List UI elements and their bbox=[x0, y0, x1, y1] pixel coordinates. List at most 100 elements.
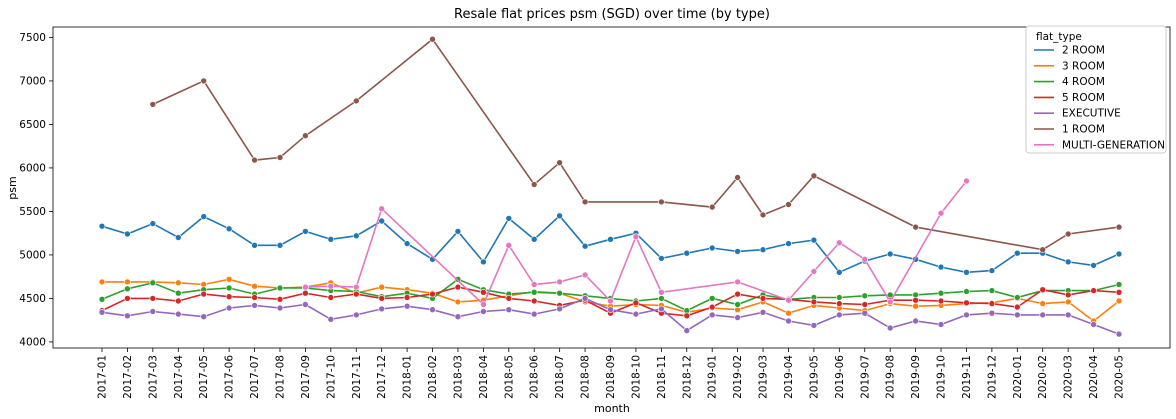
data-point bbox=[505, 242, 513, 249]
data-point bbox=[530, 281, 538, 288]
data-point bbox=[378, 217, 386, 225]
plot-frame bbox=[52, 26, 1171, 349]
legend-label: MULTI-GENERATION bbox=[1062, 139, 1165, 151]
data-point bbox=[1115, 297, 1123, 305]
data-point bbox=[1013, 294, 1021, 301]
data-point bbox=[1090, 262, 1097, 269]
data-point bbox=[963, 177, 970, 185]
data-point bbox=[1039, 300, 1046, 307]
data-point bbox=[708, 295, 716, 302]
data-point bbox=[632, 233, 640, 240]
data-point bbox=[251, 294, 258, 301]
data-point bbox=[225, 225, 233, 233]
legend-box bbox=[1025, 25, 1167, 154]
data-point bbox=[759, 211, 767, 219]
data-point bbox=[937, 289, 945, 297]
data-point bbox=[708, 303, 716, 311]
data-point bbox=[1064, 298, 1072, 306]
data-point bbox=[276, 295, 284, 303]
data-point bbox=[759, 308, 767, 316]
data-point bbox=[556, 289, 563, 297]
x-tick-label: 2018-10 bbox=[630, 355, 642, 399]
legend-label: 4 ROOM bbox=[1062, 76, 1105, 88]
data-point bbox=[225, 293, 233, 301]
data-point bbox=[734, 301, 741, 308]
data-point bbox=[276, 242, 284, 249]
data-point bbox=[734, 248, 741, 255]
data-point bbox=[658, 295, 665, 302]
data-point bbox=[225, 304, 233, 312]
data-point bbox=[530, 288, 538, 296]
data-point bbox=[124, 278, 131, 286]
data-point bbox=[124, 312, 131, 320]
data-point bbox=[632, 310, 640, 318]
data-point bbox=[861, 309, 869, 317]
data-point bbox=[530, 310, 538, 318]
data-point bbox=[327, 315, 335, 323]
data-point bbox=[149, 220, 157, 227]
x-tick-label: 2018-07 bbox=[554, 355, 566, 399]
data-point bbox=[912, 317, 919, 325]
data-point bbox=[200, 77, 207, 85]
x-tick-label: 2018-02 bbox=[427, 355, 439, 399]
data-point bbox=[581, 242, 589, 250]
data-point bbox=[1090, 321, 1097, 328]
data-point bbox=[886, 298, 894, 306]
x-tick-label: 2017-12 bbox=[376, 355, 388, 399]
x-tick-label: 2018-03 bbox=[452, 355, 464, 399]
x-axis-label: month bbox=[594, 402, 630, 415]
data-point bbox=[658, 255, 665, 262]
data-point bbox=[658, 288, 665, 296]
data-point bbox=[98, 222, 106, 230]
data-point bbox=[302, 132, 309, 139]
data-point bbox=[1115, 330, 1123, 338]
series-line bbox=[305, 180, 968, 306]
data-point bbox=[734, 314, 741, 321]
data-point bbox=[785, 240, 792, 247]
x-tick-label: 2017-01 bbox=[97, 355, 109, 399]
legend-entry: 4 ROOM bbox=[1034, 76, 1105, 88]
y-tick-label: 7500 bbox=[19, 32, 46, 44]
y-tick-label: 4500 bbox=[19, 293, 46, 305]
data-point bbox=[1039, 286, 1046, 294]
x-tick-label: 2020-01 bbox=[1012, 355, 1024, 399]
data-point bbox=[810, 268, 818, 275]
x-tick-label: 2018-04 bbox=[478, 355, 490, 399]
data-point bbox=[454, 275, 462, 283]
x-tick-label: 2017-06 bbox=[224, 355, 236, 399]
data-point bbox=[352, 283, 360, 291]
data-point bbox=[352, 97, 360, 105]
data-point bbox=[963, 299, 970, 307]
data-point bbox=[378, 295, 386, 302]
x-tick-label: 2017-07 bbox=[249, 355, 261, 399]
data-point bbox=[149, 279, 157, 287]
data-point bbox=[658, 198, 665, 206]
data-point bbox=[124, 295, 131, 302]
x-tick-label: 2018-09 bbox=[605, 355, 617, 399]
data-point bbox=[378, 305, 386, 313]
y-tick-label: 5500 bbox=[19, 206, 46, 218]
data-point bbox=[276, 154, 284, 161]
x-tick-label: 2019-11 bbox=[961, 355, 973, 399]
x-tick-label: 2019-05 bbox=[808, 355, 820, 399]
y-axis: 4000 4500 5000 5500 6000 6500 7000 7500 bbox=[19, 32, 53, 348]
x-tick-label: 2018-08 bbox=[580, 355, 592, 399]
series-1-room bbox=[149, 35, 1123, 253]
data-point bbox=[912, 223, 919, 231]
data-point bbox=[556, 278, 563, 286]
data-point bbox=[810, 236, 818, 244]
data-point bbox=[175, 310, 182, 318]
data-point bbox=[98, 295, 106, 303]
data-point bbox=[302, 301, 309, 308]
x-tick-label: 2018-05 bbox=[503, 355, 515, 399]
legend: flat_type 2 ROOM 3 ROOM 4 ROOM 5 ROOM EXECUT… bbox=[1025, 25, 1167, 154]
data-point bbox=[454, 313, 462, 321]
data-point bbox=[683, 327, 691, 334]
data-point bbox=[556, 305, 563, 313]
data-point bbox=[149, 295, 157, 302]
legend-entry: 3 ROOM bbox=[1034, 60, 1105, 72]
y-tick-label: 4000 bbox=[19, 336, 46, 348]
data-point bbox=[810, 172, 818, 180]
data-point bbox=[937, 297, 945, 305]
